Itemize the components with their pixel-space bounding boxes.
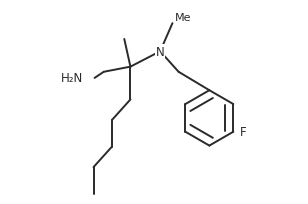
Text: Me: Me — [175, 13, 191, 23]
Text: F: F — [240, 126, 246, 139]
Text: N: N — [156, 45, 164, 59]
Text: H₂N: H₂N — [61, 72, 83, 85]
